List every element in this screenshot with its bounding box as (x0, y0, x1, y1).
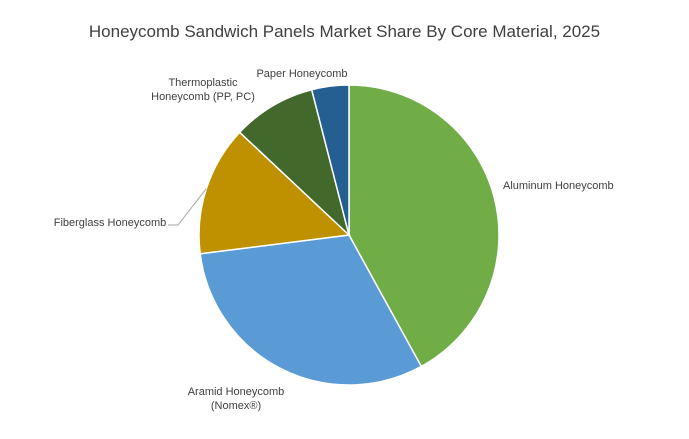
leader-lines (168, 188, 207, 226)
slice-label-paper-honeycomb: Paper Honeycomb (256, 68, 347, 80)
leader-line-fiberglass-honeycomb (168, 188, 207, 226)
chart-title: Honeycomb Sandwich Panels Market Share B… (88, 22, 601, 41)
slice-labels: Aluminum Honeycomb Aramid Honeycomb (Nomex… (54, 68, 614, 412)
slice-label-aluminum-honeycomb: Aluminum Honeycomb (503, 180, 614, 192)
slice-label-aramid-honeycomb-nomex: Aramid Honeycomb (Nomex®) (188, 386, 285, 412)
pie-slice-aluminum-honeycomb (348, 84, 500, 368)
pie-slice-fiberglass-honeycomb (198, 131, 351, 255)
pie-slice-aramid-honeycomb-nomex (199, 234, 423, 386)
pie-slice-paper-honeycomb (310, 84, 350, 236)
pie-slice-thermoplastic-honeycomb-pp-pc (238, 88, 351, 238)
slice-label-fiberglass-honeycomb: Fiberglass Honeycomb (54, 217, 167, 229)
slice-label-thermoplastic-honeycomb-pp-pc: Thermoplastic Honeycomb (PP, PC) (151, 77, 255, 103)
pie-slices (198, 84, 500, 386)
